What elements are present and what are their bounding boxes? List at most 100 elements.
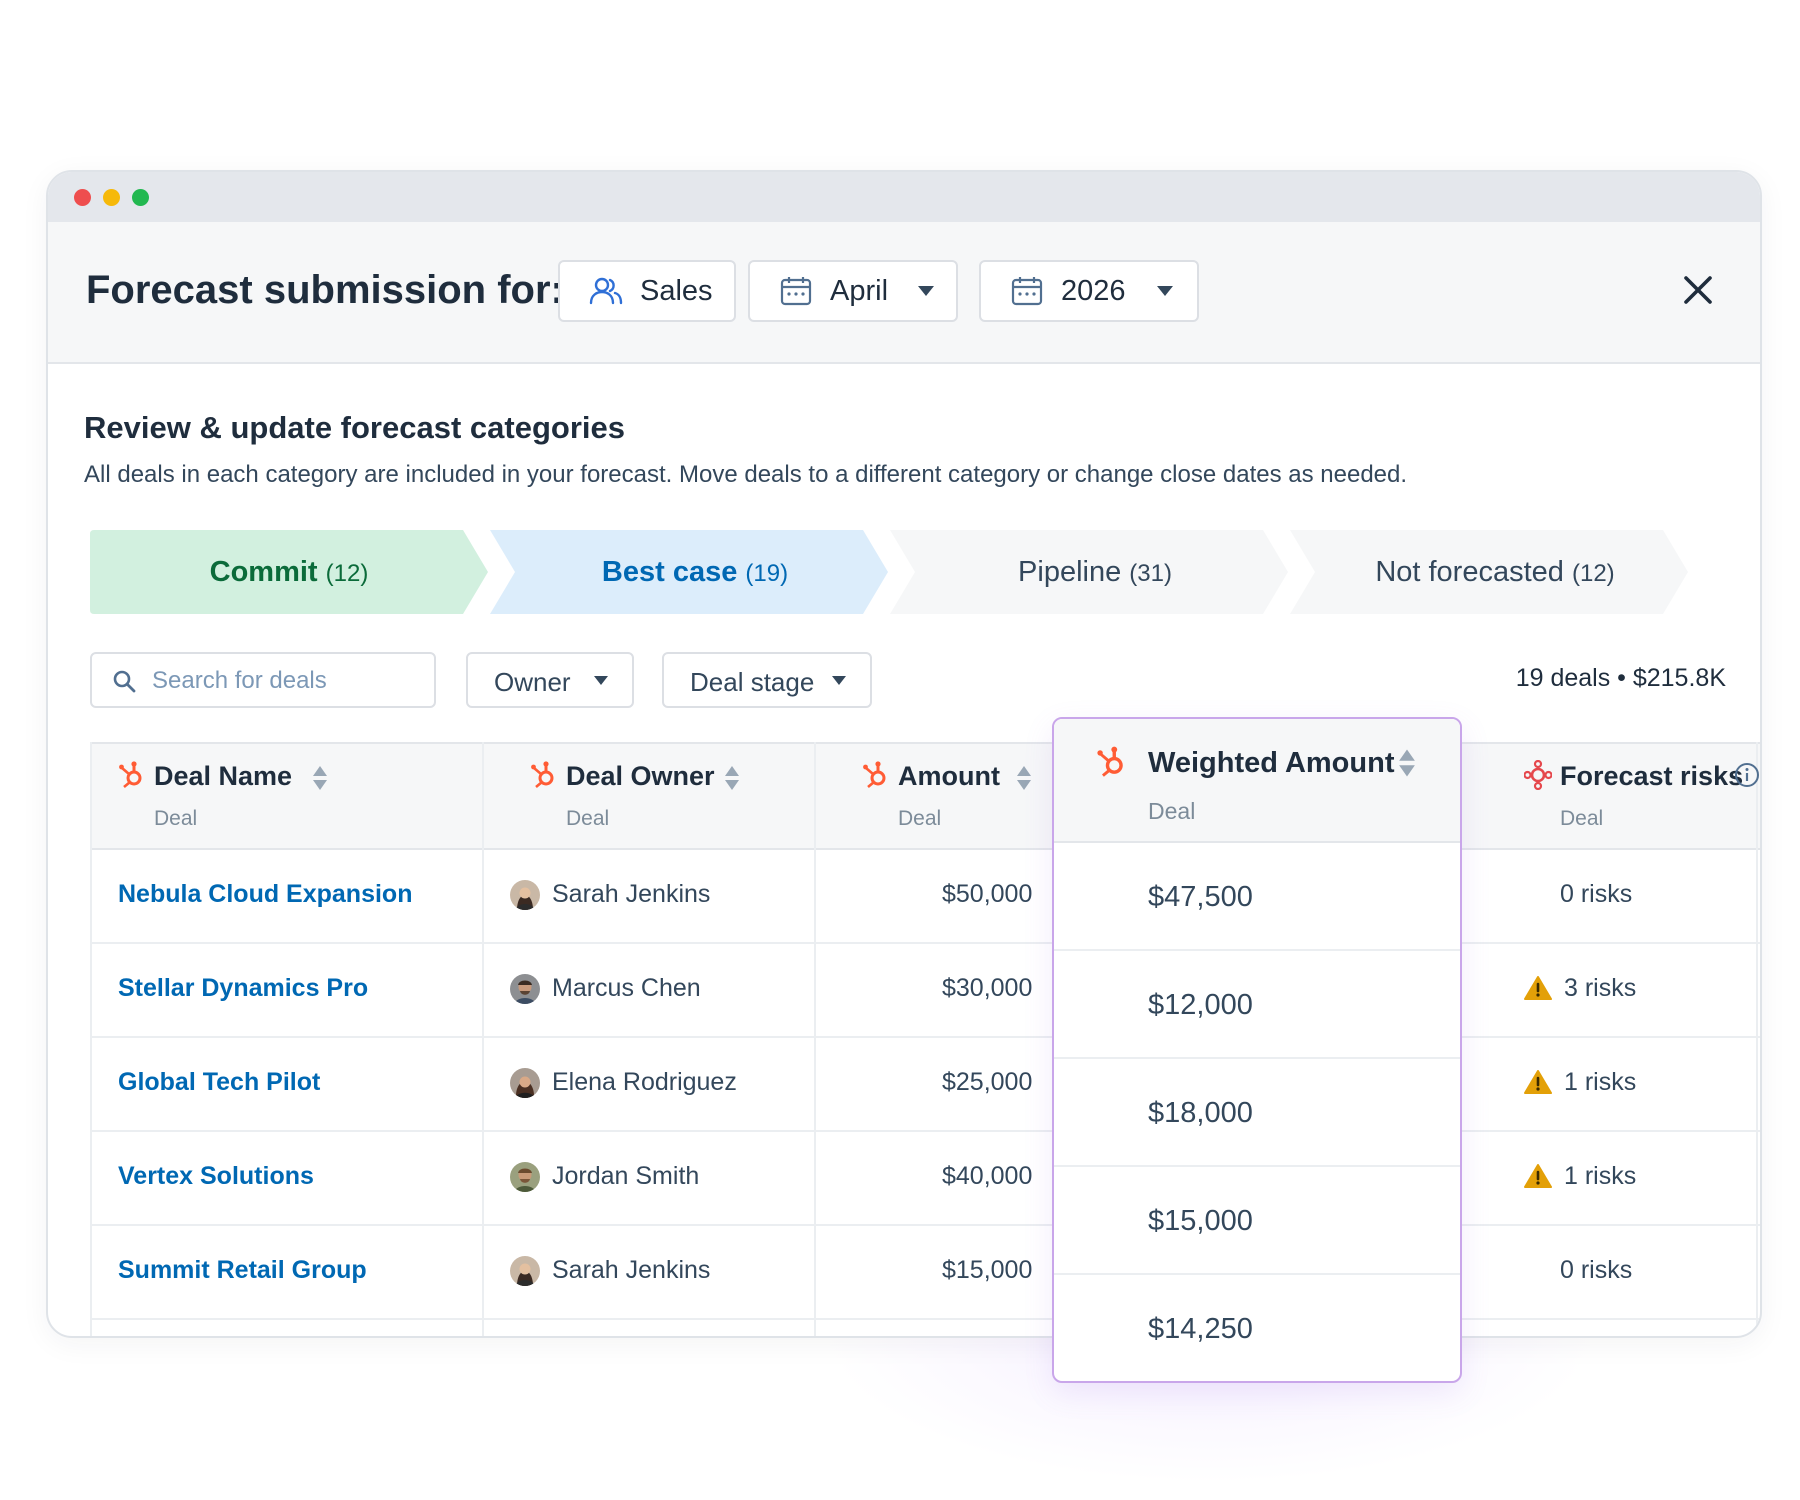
column-header-amount-label: Amount <box>898 761 1000 791</box>
sort-icon[interactable] <box>724 764 740 792</box>
deal-name-link[interactable]: Global Tech Pilot <box>118 1068 321 1096</box>
weighted-amount-value: $14,250 <box>1148 1313 1253 1345</box>
forecast-risks-count[interactable]: 1 risks <box>1564 1068 1637 1096</box>
hubspot-sprocket-icon <box>119 761 142 788</box>
tab-shape-best-case <box>490 530 888 614</box>
weighted-amount-value: $47,500 <box>1148 881 1253 913</box>
page-title: Forecast submission for: <box>86 268 564 312</box>
info-icon[interactable] <box>1734 762 1760 788</box>
avatar <box>510 1068 540 1098</box>
table-row[interactable]: Stellar Dynamics Pro Marcus Chen $30,000… <box>90 944 1760 1038</box>
column-header-weighted-amount[interactable]: Weighted Amount Deal <box>1054 719 1460 843</box>
column-header-deal-owner[interactable]: Deal Owner Deal <box>530 760 790 840</box>
avatar <box>510 1256 540 1286</box>
deal-name-link[interactable]: Summit Retail Group <box>118 1256 367 1284</box>
column-header-forecast-risks-label: Forecast risks <box>1560 761 1744 791</box>
forecast-risks-count[interactable]: 3 risks <box>1564 974 1637 1002</box>
deal-owner-name: Sarah Jenkins <box>552 880 711 908</box>
table-row[interactable]: Vertex Solutions Jordan Smith $40,000 1 … <box>90 1132 1760 1226</box>
tab-not-forecasted-count: (12) <box>1571 560 1615 587</box>
column-header-deal-name-sub: Deal <box>154 807 198 830</box>
deal-amount: $30,000 <box>942 974 1033 1002</box>
weighted-amount-value: $18,000 <box>1148 1097 1253 1129</box>
column-header-forecast-risks[interactable]: Forecast risks Deal <box>1524 760 1759 840</box>
weighted-amount-cell: $14,250 <box>1054 1275 1460 1381</box>
deal-owner-name: Jordan Smith <box>552 1162 700 1190</box>
app-window: Forecast submission for: Sales April <box>46 170 1762 1338</box>
team-selector[interactable]: Sales <box>558 260 736 322</box>
warning-icon <box>1524 1164 1552 1188</box>
window-close-dot[interactable] <box>74 189 91 206</box>
forecast-risk-icon <box>1524 760 1552 790</box>
users-icon <box>589 277 623 305</box>
calendar-icon <box>780 277 812 306</box>
table-row[interactable]: Nebula Cloud Expansion Sarah Jenkins $50… <box>90 850 1760 944</box>
weighted-amount-value: $15,000 <box>1148 1205 1253 1237</box>
window-minimize-dot[interactable] <box>103 189 120 206</box>
column-header-weighted-amount-sub: Deal <box>1148 798 1196 824</box>
forecast-risks-count[interactable]: 1 risks <box>1564 1162 1637 1190</box>
table-header-row <box>90 742 1760 850</box>
deal-name-link[interactable]: Stellar Dynamics Pro <box>118 974 369 1002</box>
tab-pipeline-label: Pipeline <box>1018 556 1122 588</box>
tab-commit-count: (12) <box>325 560 369 587</box>
window-maximize-dot[interactable] <box>132 189 149 206</box>
column-header-amount[interactable]: Amount Deal <box>862 760 1062 840</box>
column-header-deal-owner-label: Deal Owner <box>566 761 715 791</box>
search-input[interactable]: Search for deals <box>90 652 436 708</box>
deal-amount: $15,000 <box>942 1256 1033 1284</box>
tab-pipeline-count: (31) <box>1129 560 1172 587</box>
column-divider <box>1756 742 1758 1336</box>
column-header-weighted-amount-label: Weighted Amount <box>1148 747 1395 779</box>
column-header-deal-name-label: Deal Name <box>154 761 293 791</box>
deal-amount: $50,000 <box>942 880 1033 908</box>
sort-icon[interactable] <box>312 764 328 792</box>
tab-pipeline[interactable]: Pipeline (31) <box>902 552 1288 592</box>
sort-icon[interactable] <box>1398 747 1416 779</box>
column-divider <box>90 742 92 1336</box>
deal-name-link[interactable]: Vertex Solutions <box>118 1162 314 1190</box>
warning-icon <box>1524 1070 1552 1094</box>
weighted-amount-column-card: Weighted Amount Deal $47,500 $12,000 $18… <box>1052 717 1462 1383</box>
owner-filter-dropdown[interactable]: Owner <box>466 652 634 708</box>
forecast-category-tabs: Commit (12) Best case (19) Pipeline (31)… <box>90 530 1730 614</box>
weighted-amount-cell: $12,000 <box>1054 951 1460 1059</box>
year-dropdown[interactable]: 2026 <box>979 260 1199 322</box>
deal-amount: $40,000 <box>942 1162 1033 1190</box>
column-header-deal-name[interactable]: Deal Name Deal <box>118 760 458 840</box>
year-label: 2026 <box>1061 275 1126 307</box>
section-description: All deals in each category are included … <box>84 461 1408 488</box>
month-label: April <box>830 275 889 307</box>
tab-best-case[interactable]: Best case (19) <box>502 552 888 592</box>
window-titlebar <box>48 172 1760 222</box>
tab-not-forecasted-label: Not forecasted <box>1375 556 1564 588</box>
table-row[interactable]: Global Tech Pilot Elena Rodriguez $25,00… <box>90 1038 1760 1132</box>
forecast-header: Forecast submission for: Sales April <box>48 222 1760 364</box>
hubspot-sprocket-icon <box>531 761 554 788</box>
search-icon <box>113 670 136 693</box>
calendar-icon <box>1011 277 1043 306</box>
forecast-risks-count[interactable]: 0 risks <box>1560 880 1633 908</box>
close-icon[interactable] <box>1678 270 1718 310</box>
avatar <box>510 880 540 910</box>
sort-icon[interactable] <box>1016 764 1032 792</box>
deal-owner-name: Sarah Jenkins <box>552 1256 711 1284</box>
avatar <box>510 974 540 1004</box>
deal-name-link[interactable]: Nebula Cloud Expansion <box>118 880 413 908</box>
deal-stage-filter-dropdown[interactable]: Deal stage <box>662 652 872 708</box>
weighted-amount-cell: $18,000 <box>1054 1059 1460 1167</box>
table-row[interactable]: Summit Retail Group Sarah Jenkins $15,00… <box>90 1226 1760 1320</box>
tab-shape-commit <box>90 530 488 614</box>
tab-best-case-count: (19) <box>745 560 789 587</box>
warning-icon <box>1524 976 1552 1000</box>
month-dropdown[interactable]: April <box>748 260 958 322</box>
chevron-down-icon <box>594 676 608 685</box>
chevron-down-icon <box>832 676 846 685</box>
tab-not-forecasted[interactable]: Not forecasted (12) <box>1302 552 1688 592</box>
search-placeholder: Search for deals <box>152 667 327 694</box>
weighted-amount-value: $12,000 <box>1148 989 1253 1021</box>
column-header-deal-owner-sub: Deal <box>566 807 610 830</box>
tab-commit[interactable]: Commit (12) <box>90 552 488 592</box>
column-divider <box>482 742 484 1336</box>
forecast-risks-count[interactable]: 0 risks <box>1560 1256 1633 1284</box>
